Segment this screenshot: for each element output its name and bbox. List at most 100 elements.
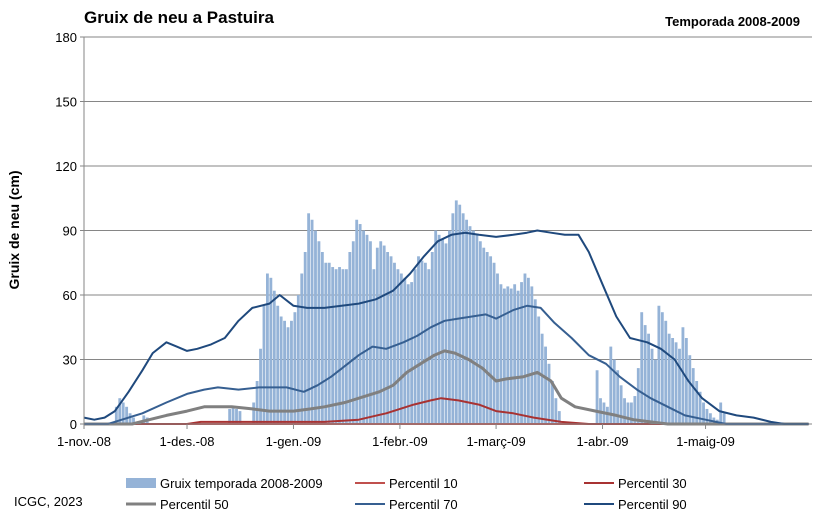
snow-depth-bar: [314, 230, 317, 424]
snow-depth-bar: [128, 413, 132, 424]
y-tick-label: 90: [63, 224, 77, 239]
snow-depth-bar: [657, 305, 661, 424]
series-line-percentil-30: [84, 397, 809, 425]
snow-depth-bar: [300, 273, 304, 424]
chart-title: Gruix de neu a Pastuira: [84, 8, 274, 27]
legend-label: Percentil 70: [389, 497, 458, 512]
snow-depth-bar: [252, 402, 256, 424]
snow-depth-bar: [547, 363, 551, 424]
snow-depth-bar: [612, 359, 616, 424]
snow-depth-bar: [338, 267, 341, 424]
snow-depth-bar: [283, 320, 287, 424]
snow-depth-bar: [399, 273, 403, 424]
snow-depth-bar: [722, 413, 726, 424]
snow-depth-bar: [681, 327, 685, 424]
x-tick-label: 1-abr.-09: [577, 434, 629, 449]
x-tick-label: 1-des.-08: [160, 434, 215, 449]
snow-depth-bar: [523, 273, 527, 424]
snow-depth-bar: [255, 381, 259, 424]
snow-depth-bar: [420, 260, 424, 424]
snow-depth-bar: [327, 262, 331, 424]
snow-depth-bar: [365, 234, 369, 424]
snow-depth-bar: [324, 262, 328, 424]
snow-depth-bar: [341, 269, 345, 424]
snow-depth-bar: [660, 312, 664, 424]
y-tick-labels: 0 30 60 90 120 150 180: [55, 30, 77, 432]
snow-depth-bar: [485, 252, 489, 424]
snow-depth-bar: [458, 204, 462, 424]
snow-depth-bar: [506, 286, 510, 424]
snow-depth-bar: [482, 247, 486, 424]
snow-depth-bar: [671, 338, 675, 424]
snow-depth-bar: [118, 398, 122, 424]
snow-depth-bar: [520, 282, 523, 424]
snow-depth-bar: [688, 355, 692, 424]
snow-depth-bar: [705, 408, 709, 424]
series-line-percentil-90: [83, 229, 809, 425]
snow-depth-bars: [114, 200, 726, 424]
snow-depth-bar: [650, 348, 654, 424]
snow-depth-bar: [475, 234, 479, 424]
snow-depth-bar: [702, 402, 705, 424]
snow-depth-bar: [684, 338, 688, 424]
snow-depth-bar: [454, 200, 458, 424]
snow-depth-bar: [344, 269, 348, 424]
snow-depth-bar: [351, 241, 355, 424]
snow-depth-bar: [513, 284, 517, 424]
snow-depth-bar: [554, 398, 558, 424]
x-tick-labels: 1-nov.-08 1-des.-08 1-gen.-09 1-febr.-09 1-m…: [57, 434, 735, 449]
snow-depth-bar: [362, 230, 365, 424]
legend-label: Gruix temporada 2008-2009: [160, 476, 323, 491]
snow-depth-bar: [674, 342, 678, 424]
snow-depth-bar: [427, 269, 431, 424]
snow-depth-bar: [296, 295, 300, 424]
snow-depth-bar: [719, 402, 723, 424]
snow-depth-bar: [647, 333, 651, 424]
snow-depth-bar: [509, 288, 513, 424]
snow-depth-bar: [654, 359, 657, 424]
percentile-lines: [83, 229, 809, 426]
snow-depth-bar: [317, 241, 321, 424]
snow-depth-bar: [441, 239, 444, 424]
snow-depth-bar: [266, 273, 269, 424]
x-tick-label: 1-gen.-09: [266, 434, 322, 449]
y-tick-label: 180: [55, 30, 77, 45]
snow-depth-bar: [630, 402, 633, 424]
snow-depth-bar: [698, 391, 702, 424]
source-note: ICGC, 2023: [14, 494, 83, 509]
snow-depth-bar: [303, 252, 307, 424]
snow-depth-bar: [489, 256, 493, 424]
snow-depth-bar: [465, 219, 469, 424]
snow-depth-bar: [355, 219, 359, 424]
snow-depth-bar: [403, 277, 407, 424]
y-tick-label: 150: [55, 95, 77, 110]
snow-depth-bar: [307, 213, 311, 424]
snow-depth-bar: [406, 284, 410, 424]
snow-depth-bar: [348, 252, 352, 424]
chart-subtitle: Temporada 2008-2009: [665, 14, 800, 29]
snow-depth-bar: [691, 368, 695, 424]
snow-depth-bar: [434, 230, 438, 424]
y-tick-label: 60: [63, 288, 77, 303]
snow-depth-bar: [276, 305, 280, 424]
snow-depth-bar: [619, 385, 623, 424]
snow-depth-bar: [616, 370, 620, 424]
snow-depth-bar: [472, 230, 475, 424]
snow-depth-bar: [540, 333, 544, 424]
snow-depth-bar: [609, 346, 613, 424]
snow-depth-bar: [526, 277, 530, 424]
snow-depth-bar: [393, 262, 396, 424]
snow-depth-bar: [396, 269, 400, 424]
series-line-percentil-70: [84, 304, 809, 425]
snow-depth-bar: [310, 219, 314, 424]
snow-depth-bar: [334, 269, 338, 424]
snow-depth-bar: [430, 252, 434, 424]
snow-depth-bar: [413, 269, 417, 424]
snow-depth-bar: [664, 320, 668, 424]
snow-depth-bar: [537, 316, 541, 424]
legend-label: Percentil 30: [618, 476, 687, 491]
snow-depth-bar: [633, 396, 637, 424]
snow-depth-bar: [667, 333, 671, 424]
axes: [80, 36, 812, 429]
